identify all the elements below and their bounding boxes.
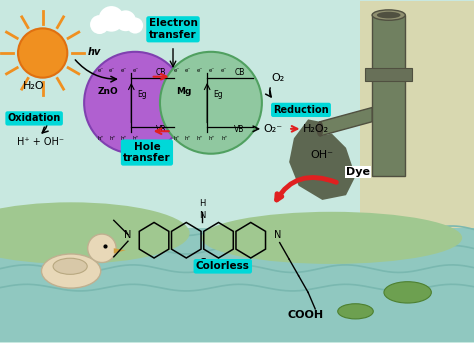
Ellipse shape — [201, 212, 462, 264]
Text: Eg: Eg — [137, 90, 147, 99]
Circle shape — [88, 234, 116, 262]
Text: N: N — [124, 230, 132, 240]
Text: VB: VB — [156, 125, 166, 134]
Text: CB: CB — [156, 68, 166, 77]
Text: e⁻: e⁻ — [133, 68, 139, 73]
Polygon shape — [289, 119, 356, 200]
Text: h⁺: h⁺ — [98, 136, 104, 141]
Polygon shape — [372, 15, 405, 176]
Text: Oxidation: Oxidation — [8, 114, 61, 123]
Bar — [0, 228, 474, 342]
Text: h⁺: h⁺ — [196, 136, 203, 141]
Text: H₂O₂: H₂O₂ — [303, 124, 329, 134]
Text: e⁻: e⁻ — [173, 68, 180, 73]
Text: H₂O: H₂O — [23, 81, 45, 91]
Circle shape — [18, 28, 67, 78]
Polygon shape — [320, 107, 372, 136]
Polygon shape — [114, 248, 126, 253]
Bar — [365, 68, 412, 81]
Text: O₂⁻: O₂⁻ — [263, 124, 282, 134]
Text: Dye: Dye — [346, 167, 370, 177]
Text: O₂: O₂ — [271, 73, 284, 83]
Text: S: S — [199, 258, 206, 268]
Circle shape — [90, 15, 109, 34]
Text: H: H — [199, 199, 206, 208]
Text: h⁺: h⁺ — [173, 136, 180, 141]
Ellipse shape — [372, 10, 405, 20]
Text: N: N — [273, 230, 281, 240]
Text: e⁻: e⁻ — [109, 68, 116, 73]
Text: hv: hv — [88, 47, 101, 57]
Circle shape — [115, 10, 136, 31]
Ellipse shape — [377, 12, 401, 19]
Text: e⁻: e⁻ — [209, 68, 215, 73]
Text: H⁺ + OH⁻: H⁺ + OH⁻ — [17, 138, 64, 147]
Text: h⁺: h⁺ — [185, 136, 191, 141]
Ellipse shape — [0, 202, 190, 264]
Text: h⁺: h⁺ — [209, 136, 215, 141]
Text: h⁺: h⁺ — [133, 136, 139, 141]
Ellipse shape — [338, 304, 374, 319]
Ellipse shape — [53, 258, 87, 274]
Text: e⁻: e⁻ — [98, 68, 104, 73]
Text: e⁻: e⁻ — [221, 68, 228, 73]
Text: h⁺: h⁺ — [120, 136, 127, 141]
Ellipse shape — [160, 52, 262, 154]
Text: Hole
transfer: Hole transfer — [123, 142, 171, 163]
Circle shape — [127, 17, 143, 34]
Text: COOH: COOH — [288, 310, 324, 320]
Text: Eg: Eg — [213, 90, 223, 99]
Text: h⁺: h⁺ — [221, 136, 228, 141]
Text: N: N — [199, 211, 206, 220]
Ellipse shape — [42, 254, 100, 288]
Text: h⁺: h⁺ — [109, 136, 116, 141]
Ellipse shape — [384, 282, 431, 303]
Ellipse shape — [84, 52, 186, 154]
Text: Mg: Mg — [176, 87, 191, 96]
Bar — [360, 1, 474, 342]
Text: e⁻: e⁻ — [185, 68, 191, 73]
Circle shape — [99, 6, 124, 32]
Text: CB: CB — [234, 68, 245, 77]
Text: e⁻: e⁻ — [120, 68, 127, 73]
Text: VB: VB — [234, 125, 245, 134]
Text: e⁻: e⁻ — [196, 68, 203, 73]
Text: OH⁻: OH⁻ — [310, 150, 334, 160]
Text: Electron
transfer: Electron transfer — [148, 19, 198, 40]
Text: Colorless: Colorless — [196, 261, 250, 271]
Text: Reduction: Reduction — [273, 105, 329, 115]
Ellipse shape — [317, 122, 323, 136]
Text: ZnO: ZnO — [97, 87, 118, 96]
